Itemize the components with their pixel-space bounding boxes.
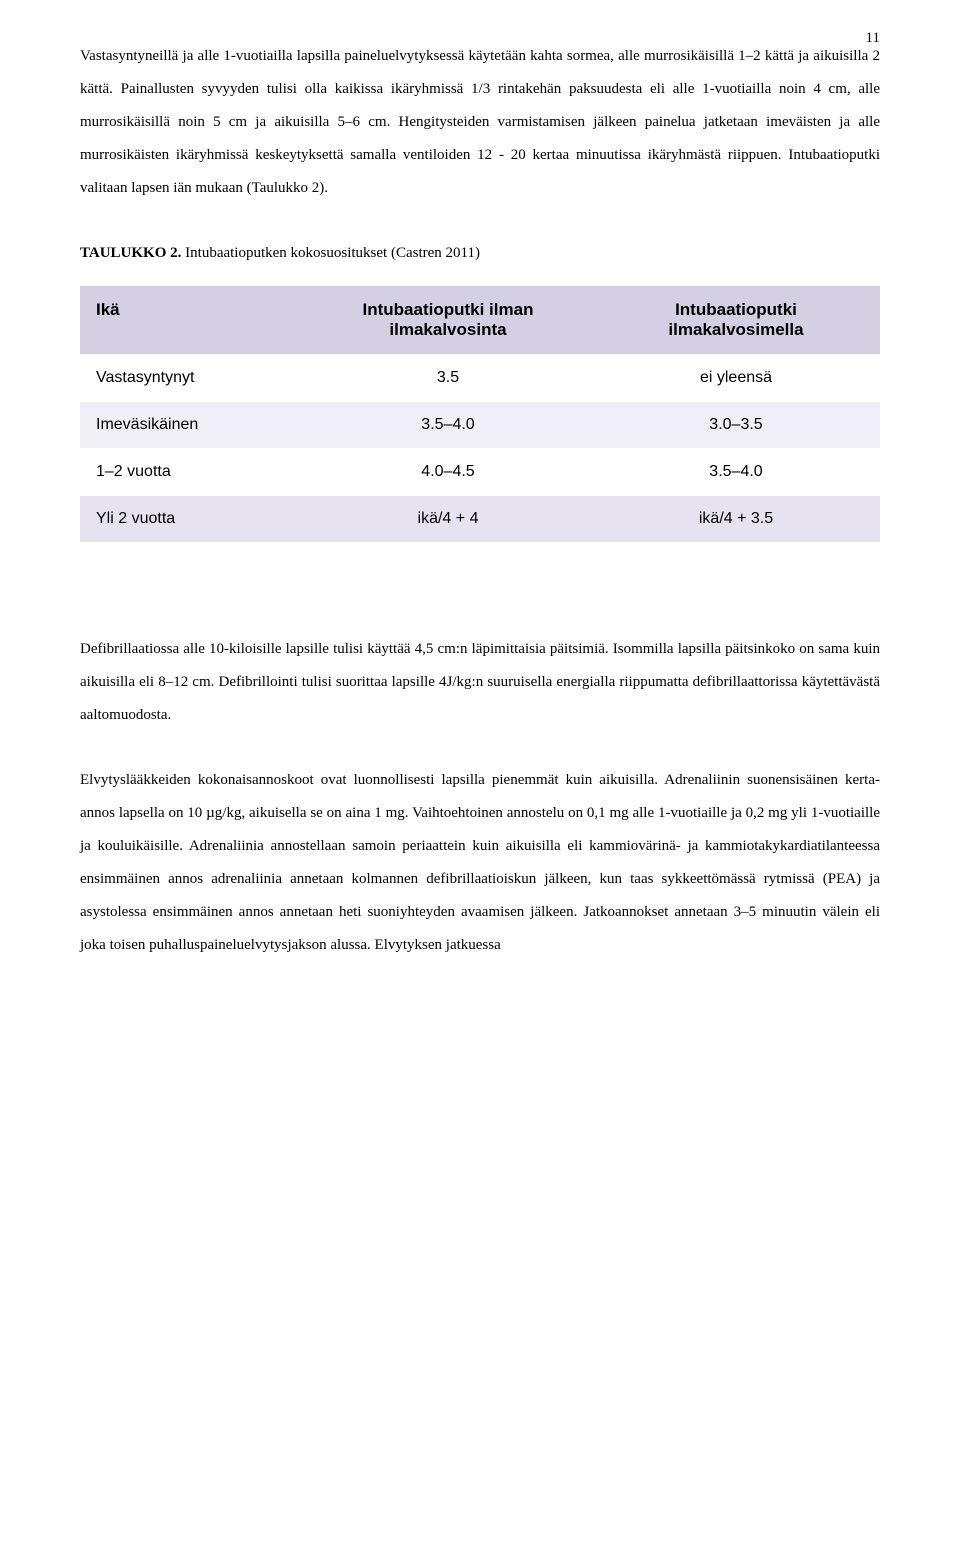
table-row: Yli 2 vuotta ikä/4 + 4 ikä/4 + 3.5 [80,496,880,543]
table-caption-label: TAULUKKO 2. [80,245,181,261]
intubation-table: Ikä Intubaatioputki ilman ilmakalvosinta… [80,286,880,543]
paragraph-2: Defibrillaatiossa alle 10-kiloisille lap… [80,633,880,732]
table-caption: TAULUKKO 2. Intubaatioputken kokosuositu… [80,245,880,262]
table-cell: 3.5 [304,355,592,402]
table-cell: Yli 2 vuotta [80,496,304,543]
table-row: Vastasyntynyt 3.5 ei yleensä [80,355,880,402]
table-row: 1–2 vuotta 4.0–4.5 3.5–4.0 [80,449,880,496]
table-cell: 3.0–3.5 [592,402,880,449]
table-cell: ei yleensä [592,355,880,402]
table-cell: 4.0–4.5 [304,449,592,496]
table-caption-text: Intubaatioputken kokosuositukset (Castre… [181,245,480,261]
table-cell: 3.5–4.0 [304,402,592,449]
table-cell: Imeväsikäinen [80,402,304,449]
table-header-cell: Intubaatioputki ilman ilmakalvosinta [304,286,592,355]
table-cell: ikä/4 + 3.5 [592,496,880,543]
table-header-cell: Ikä [80,286,304,355]
table-row: Imeväsikäinen 3.5–4.0 3.0–3.5 [80,402,880,449]
table-cell: 1–2 vuotta [80,449,304,496]
table-header-row: Ikä Intubaatioputki ilman ilmakalvosinta… [80,286,880,355]
spacer [80,603,880,633]
table-cell: ikä/4 + 4 [304,496,592,543]
page-number: 11 [866,30,880,47]
paragraph-3: Elvytyslääkkeiden kokonaisannoskoot ovat… [80,764,880,962]
paragraph-1: Vastasyntyneillä ja alle 1-vuotiailla la… [80,40,880,205]
table-cell: Vastasyntynyt [80,355,304,402]
table-header-cell: Intubaatioputki ilmakalvosimella [592,286,880,355]
table-cell: 3.5–4.0 [592,449,880,496]
